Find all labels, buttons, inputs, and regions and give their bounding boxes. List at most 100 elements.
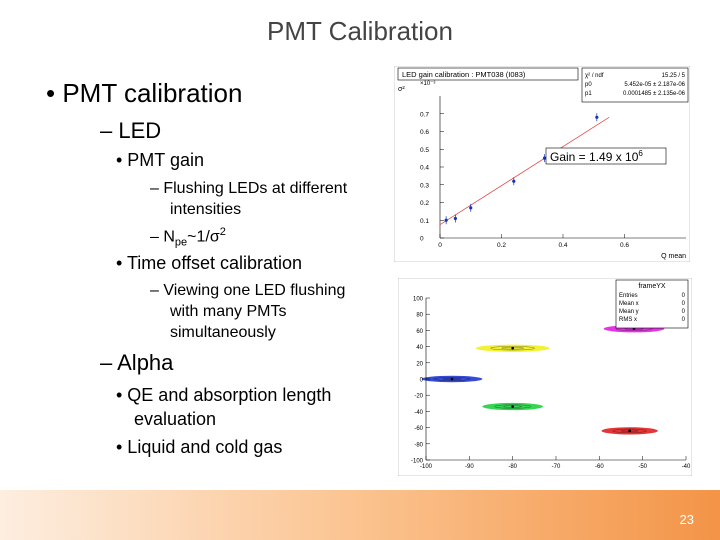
- scatter-x-tick-label: -50: [638, 464, 647, 470]
- gain-data-point: [444, 218, 448, 222]
- gain-data-points: [444, 113, 599, 225]
- gain-y-tick-label: 0.5: [420, 147, 429, 154]
- scatter-stat-label: Mean y: [619, 309, 639, 315]
- gain-y-tick-label: 0.3: [420, 182, 429, 189]
- scatter-tick-labels: -100 -80 -60 -40 -20 0 20 40 60 80 100 -100 -90 -80 -7…: [411, 297, 691, 471]
- gain-stat-label: χ² / ndf: [585, 73, 604, 79]
- bullet-flushing-line1: – Flushing LEDs at different: [150, 180, 348, 197]
- scatter-stats: Entries 0 Mean x 0 Mean y 0 RMS x 0: [619, 293, 686, 323]
- scatter-x-tick-label: -70: [552, 464, 561, 470]
- scatter-stat-value: 0: [682, 317, 686, 323]
- gain-data-point: [542, 156, 547, 160]
- npe-superscript: 2: [219, 226, 226, 238]
- gain-data-point: [469, 206, 473, 210]
- footer-bar: 23: [0, 490, 720, 540]
- bullet-qe: • QE and absorption length: [116, 385, 332, 405]
- gain-tick-labels: 0 0.1 0.2 0.3 0.4 0.5 0.6 0.7 0 0.2 0.4 0.6: [420, 111, 629, 249]
- frameyx-scatter-plot: -100 -80 -60 -40 -20 0 20 40 60 80 100 -100 -90 -80 -7…: [398, 278, 692, 476]
- scatter-x-tick-label: -80: [508, 464, 517, 470]
- gain-stat-label: p0: [585, 82, 592, 88]
- scatter-cluster-center: [511, 405, 514, 408]
- gain-stat-value: 5.452e-05 ± 2.187e-06: [624, 82, 685, 88]
- scatter-cluster-contour: [494, 404, 532, 409]
- gain-y-tick-label: 0.4: [420, 165, 429, 172]
- gain-fit-line: [439, 116, 610, 226]
- gain-x-tick-label: 0.2: [497, 242, 506, 249]
- scatter-stat-label: RMS x: [619, 317, 637, 323]
- npe-dash: – N: [150, 228, 175, 246]
- bullet-pmt-calibration: • PMT calibration: [46, 78, 243, 108]
- scatter-cluster-contour: [433, 377, 471, 381]
- bullet-pmt-gain: • PMT gain: [116, 150, 205, 170]
- scatter-y-tick-label: 60: [416, 329, 423, 335]
- gain-calibration-plot: LED gain calibration : PMT038 (I083) χ² …: [394, 66, 690, 262]
- bullet-viewing-line1: – Viewing one LED flushing: [150, 282, 346, 299]
- bullet-liquid-gas: • Liquid and cold gas: [116, 437, 283, 457]
- bullet-alpha: – Alpha: [100, 350, 174, 375]
- scatter-y-tick-label: 40: [416, 345, 423, 351]
- scatter-stats-box: [615, 279, 689, 329]
- scatter-cluster-contour: [612, 428, 647, 433]
- scatter-cluster-center: [628, 429, 631, 433]
- scatter-y-tick-label: -40: [414, 410, 423, 416]
- npe-subscript: pe: [174, 236, 188, 249]
- gain-stat-label: p1: [585, 91, 592, 97]
- scatter-x-tick-label: -100: [420, 464, 433, 470]
- scatter-stat-value: 0: [682, 309, 686, 315]
- scatter-x-tick-label: -90: [465, 464, 474, 470]
- gain-y-tick-label: 0.6: [420, 129, 429, 136]
- scatter-y-tick-label: -100: [411, 459, 424, 465]
- scatter-stat-label: Mean x: [619, 301, 639, 307]
- scatter-stat-label: Entries: [619, 293, 638, 299]
- page-number: 23: [679, 512, 694, 527]
- gain-value: Gain = 1.49 x 106: [550, 149, 643, 164]
- gain-stats-box: [581, 67, 689, 103]
- gain-y-tick-label: 0: [420, 236, 424, 243]
- gain-data-point: [595, 115, 599, 119]
- scatter-cluster-contour: [490, 346, 535, 351]
- scatter-clusters: [421, 325, 665, 435]
- scatter-y-tick-label: 100: [413, 297, 424, 303]
- bullet-flushing-line2: intensities: [170, 201, 242, 218]
- gain-stat-value: 0.0001485 ± 2.135e-06: [623, 91, 686, 97]
- gain-y-unit: σ²: [398, 86, 405, 93]
- bullet-time-offset: • Time offset calibration: [116, 253, 303, 273]
- gain-value-exponent: 6: [638, 149, 643, 158]
- scatter-y-tick-label: 0: [420, 378, 424, 384]
- gain-value-box: [545, 147, 667, 165]
- gain-value-text: Gain = 1.49 x 10: [550, 150, 639, 164]
- bullet-qe-line2: evaluation: [134, 409, 217, 429]
- npe-rest: ~1/σ: [187, 228, 220, 246]
- gain-data-point: [512, 179, 516, 183]
- scatter-stat-value: 0: [682, 293, 686, 299]
- gain-stat-value: 15.25 / 5: [662, 73, 686, 79]
- bullet-npe-formula: – Npe~1/σ2: [150, 226, 226, 249]
- scatter-y-tick-label: -60: [414, 426, 423, 432]
- bullet-viewing-line2: with many PMTs: [170, 303, 287, 320]
- gain-y-exponent: ×10⁻³: [420, 81, 435, 87]
- gain-x-tick-label: 0: [438, 242, 442, 249]
- gain-data-point: [453, 216, 457, 221]
- scatter-x-tick-label: -60: [595, 464, 604, 470]
- gain-y-tick-label: 0.1: [420, 218, 429, 225]
- gain-y-tick-label: 0.2: [420, 200, 429, 207]
- gain-plot-title-box: [397, 67, 579, 81]
- gain-x-tick-label: 0.6: [620, 242, 629, 249]
- scatter-y-tick-label: -20: [414, 394, 423, 400]
- slide-title: PMT Calibration: [267, 16, 453, 46]
- gain-plot-title: LED gain calibration : PMT038 (I083): [402, 70, 526, 79]
- scatter-stats-title: frameYX: [638, 283, 666, 290]
- bullet-viewing-line3: simultaneously: [170, 324, 276, 341]
- scatter-y-tick-label: 20: [416, 361, 423, 367]
- gain-y-tick-label: 0.7: [420, 111, 429, 118]
- scatter-y-tick-label: -80: [414, 442, 423, 448]
- gain-x-label: Q mean: [661, 253, 686, 260]
- scatter-cluster-center: [511, 346, 514, 350]
- gain-x-tick-label: 0.4: [558, 242, 567, 249]
- scatter-y-tick-label: 80: [416, 313, 423, 319]
- scatter-x-tick-label: -40: [682, 464, 691, 470]
- bullet-led: – LED: [100, 118, 162, 143]
- gain-stats: χ² / ndf 15.25 / 5 p0 5.452e-05 ± 2.187e-06…: [585, 73, 686, 97]
- scatter-stat-value: 0: [682, 301, 686, 307]
- scatter-cluster-center: [450, 377, 454, 381]
